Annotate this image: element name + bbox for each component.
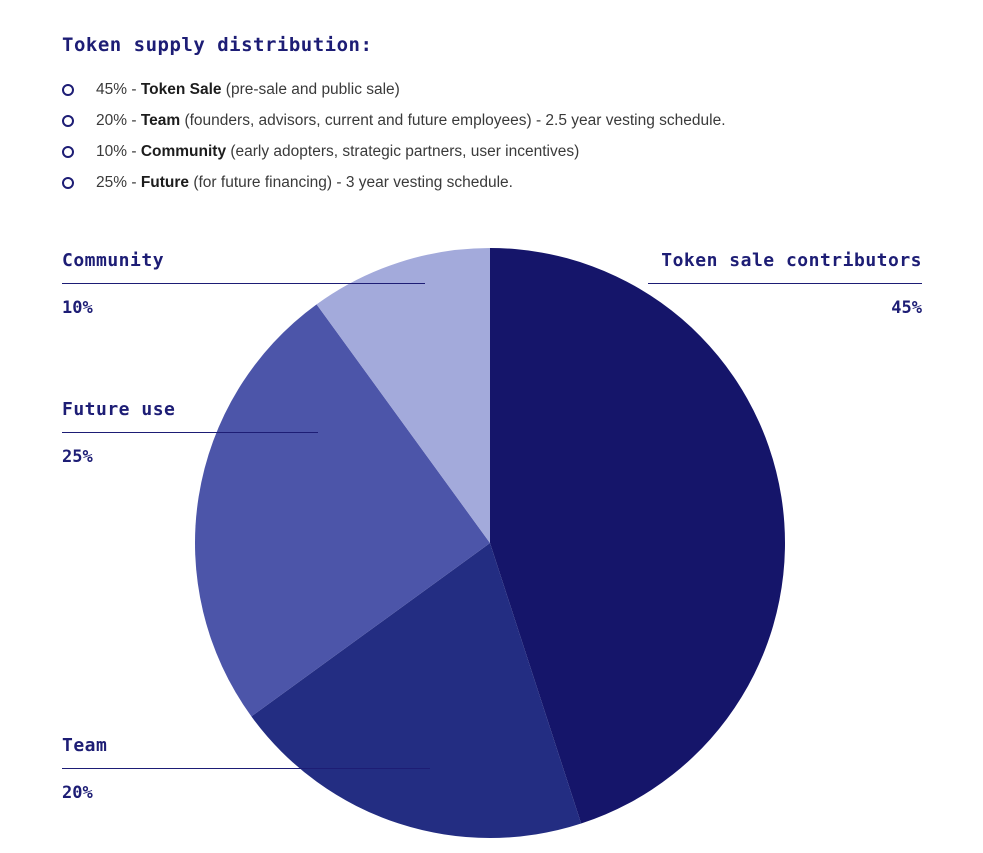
pie-chart-container (190, 243, 790, 843)
list-item-bold: Token Sale (140, 81, 222, 98)
callout-leader-line (648, 283, 922, 284)
callout-percentage: 25% (62, 447, 93, 467)
bullet-circle-icon (62, 84, 74, 96)
list-item-text: 10% - Community (early adopters, strateg… (96, 142, 579, 161)
callout-leader-line (62, 768, 430, 769)
callout-future-use: Future use 25% (62, 399, 318, 467)
list-item: 20% - Team (founders, advisors, current … (62, 111, 942, 130)
pie-slice-future-use (195, 304, 490, 717)
list-item-text: 20% - Team (founders, advisors, current … (96, 111, 726, 130)
distribution-list: 45% - Token Sale (pre-sale and public sa… (62, 80, 942, 204)
list-item-rest: (for future financing) - 3 year vesting … (189, 174, 513, 191)
callout-percentage: 20% (62, 783, 93, 803)
list-item-prefix: 10% - (96, 143, 141, 160)
bullet-circle-icon (62, 115, 74, 127)
list-item: 25% - Future (for future financing) - 3 … (62, 173, 942, 192)
callout-leader-line (62, 283, 425, 284)
bullet-circle-icon (62, 146, 74, 158)
list-item-bold: Future (140, 174, 190, 191)
callout-label: Team (62, 735, 108, 756)
list-item-rest: (pre-sale and public sale) (221, 81, 400, 98)
callout-team: Team 20% (62, 735, 430, 803)
callout-label: Community (62, 250, 165, 271)
pie-chart (195, 248, 785, 838)
callout-leader-line (62, 432, 318, 433)
list-item: 45% - Token Sale (pre-sale and public sa… (62, 80, 942, 99)
callout-percentage: 45% (891, 298, 922, 318)
list-item-text: 45% - Token Sale (pre-sale and public sa… (96, 80, 400, 99)
list-item-text: 25% - Future (for future financing) - 3 … (96, 173, 513, 192)
list-item-rest: (founders, advisors, current and future … (180, 112, 726, 129)
list-item-bold: Team (140, 112, 181, 129)
callout-community: Community 10% (62, 250, 425, 318)
pie-slice-token-sale-contributors (490, 248, 785, 824)
list-item-prefix: 25% - (96, 174, 141, 191)
list-item-prefix: 45% - (96, 81, 141, 98)
list-item-bold: Community (140, 143, 227, 160)
pie-slice-community (316, 248, 490, 543)
callout-percentage: 10% (62, 298, 93, 318)
list-item: 10% - Community (early adopters, strateg… (62, 142, 942, 161)
pie-slice-team (251, 543, 582, 838)
page-title: Token supply distribution: (62, 34, 373, 56)
callout-label: Future use (62, 399, 176, 420)
callout-token-sale-contributors: Token sale contributors 45% (648, 250, 922, 318)
bullet-circle-icon (62, 177, 74, 189)
callout-label: Token sale contributors (661, 250, 922, 271)
list-item-prefix: 20% - (96, 112, 141, 129)
list-item-rest: (early adopters, strategic partners, use… (226, 143, 580, 160)
